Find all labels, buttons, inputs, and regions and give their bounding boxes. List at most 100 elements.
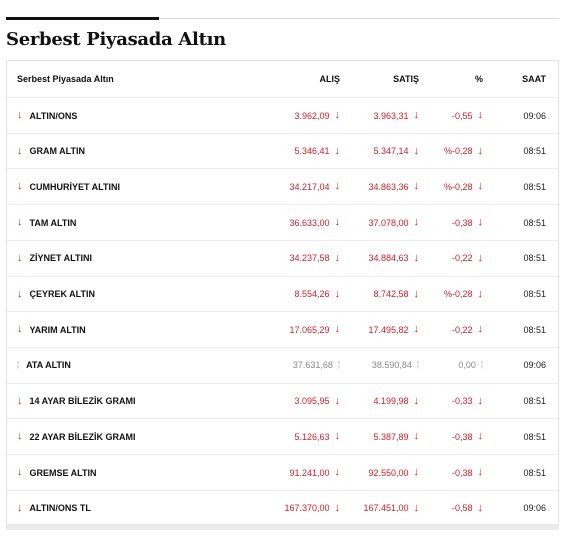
arrow-down-icon: ↓ [477,501,484,514]
arrow-down-icon: ↓ [334,144,341,157]
row-satis-cell: 5.347,14 ↓ [373,134,419,169]
row-saat-cell: 08:51 [523,384,546,419]
neutral-icon: ¦ [17,360,20,370]
row-alis: 5.346,41 [294,146,330,157]
row-saat-cell: 08:51 [523,241,546,276]
row-name[interactable]: TAM ALTIN [29,217,77,228]
table-row[interactable]: ↓ 14 AYAR BİLEZİK GRAMI 3.095,95 ↓ 4.199,98 ↓… [7,382,558,419]
table-row[interactable]: ↓ ALTIN/ONS TL 167.370,00 ↓ 167.451,00 ↓ -0,58… [7,489,558,526]
row-name-cell[interactable]: ↓ ÇEYREK ALTIN [17,277,95,312]
row-satis: 17.495,82 [368,324,409,335]
row-name[interactable]: ALTIN/ONS TL [29,503,91,514]
table-row[interactable]: ¦ ATA ALTIN 37.631,68 ¦ 38.590,84 ¦ 0,00 ¦ 09:06 [7,346,558,383]
row-pct-cell: %-0,28 ↓ [444,277,483,312]
row-pct: -0,38 [451,431,473,442]
row-name-cell[interactable]: ↓ ZİYNET ALTINI [17,241,92,276]
header-pct: % [474,74,483,84]
row-pct-cell: -0,22 ↓ [452,241,483,276]
row-name-cell[interactable]: ↓ CUMHURİYET ALTINI [17,169,120,204]
row-pct-cell: -0,33 ↓ [452,384,483,419]
table-row[interactable]: ↓ ZİYNET ALTINI 34.237,58 ↓ 34.884,63 ↓ -0,22 ↓… [7,239,558,276]
row-satis-cell: 92.550,00 ↓ [368,455,419,490]
row-name-cell[interactable]: ↓ GREMSE ALTIN [17,455,97,490]
row-name-cell[interactable]: ↓ ALTIN/ONS TL [17,491,91,526]
row-saat-cell: 08:51 [523,205,546,240]
row-name-cell[interactable]: ↓ GRAM ALTIN [17,134,85,169]
row-name-cell[interactable]: ↓ ALTIN/ONS [17,98,77,133]
table-row[interactable]: ↓ GRAM ALTIN 5.346,41 ↓ 5.347,14 ↓ %-0,28 ↓ 08:5… [7,132,558,169]
neutral-icon: ¦ [416,360,419,370]
row-name-cell[interactable]: ¦ ATA ALTIN [17,348,71,383]
row-alis: 8.554,26 [294,289,330,299]
row-satis: 5.347,14 [373,146,409,157]
row-alis: 34.237,58 [289,253,330,264]
row-alis-cell: 3.962,09 ↓ [294,98,340,133]
row-satis-cell: 167.451,00 ↓ [363,491,419,526]
row-name[interactable]: ALTIN/ONS [29,110,78,121]
arrow-down-icon: ↓ [477,144,484,157]
row-name-cell[interactable]: ↓ TAM ALTIN [17,205,76,240]
arrow-down-icon: ↓ [334,287,341,300]
row-name[interactable]: GREMSE ALTIN [29,467,97,478]
arrow-down-icon: ↓ [17,501,23,514]
row-saat-cell: 09:06 [523,98,546,133]
row-saat: 09:06 [523,110,546,121]
table-row[interactable]: ↓ YARIM ALTIN 17.065,29 ↓ 17.495,82 ↓ -0,22 ↓ 08… [7,311,558,347]
row-satis: 8.742,58 [373,289,409,299]
row-name[interactable]: YARIM ALTIN [29,324,86,335]
row-name[interactable]: 14 AYAR BİLEZİK GRAMI [29,396,136,407]
row-satis: 34.884,63 [368,253,409,264]
table-row[interactable]: ↓ 22 AYAR BİLEZİK GRAMI 5.126,63 ↓ 5.387,89 ↓… [7,418,558,454]
arrow-down-icon: ↓ [413,394,420,407]
row-saat: 08:51 [523,289,546,299]
arrow-down-icon: ↓ [413,109,420,121]
arrow-down-icon: ↓ [334,466,341,478]
arrow-down-icon: ↓ [477,323,484,336]
row-satis-cell: 37.078,00 ↓ [368,205,419,240]
row-name[interactable]: ATA ALTIN [26,360,71,371]
arrow-down-icon: ↓ [17,466,23,478]
arrow-down-icon: ↓ [413,466,420,478]
row-pct-cell: %-0,28 ↓ [444,134,483,169]
arrow-down-icon: ↓ [413,144,420,157]
table-row[interactable]: ↓ TAM ALTIN 36.633,00 ↓ 37.078,00 ↓ -0,38 ↓ 08:5… [7,204,558,240]
row-saat: 09:06 [523,360,546,371]
gold-price-table: Serbest Piyasada Altın ALIŞ SATIŞ % SAAT… [6,60,559,525]
table-row[interactable]: ↓ ÇEYREK ALTIN 8.554,26 ↓ 8.742,58 ↓ %-0,28 ↓ 08… [7,275,558,312]
table-row[interactable]: ↓ GREMSE ALTIN 91.241,00 ↓ 92.550,00 ↓ -0,38 ↓ 0… [7,454,558,490]
row-name-cell[interactable]: ↓ 14 AYAR BİLEZİK GRAMI [17,384,136,419]
row-pct: 0,00 [458,360,476,371]
row-saat: 08:51 [523,396,546,407]
row-alis: 3.095,95 [294,396,330,407]
row-name[interactable]: 22 AYAR BİLEZİK GRAMI [29,431,136,442]
row-pct: -0,38 [451,467,473,478]
header-satis: SATIŞ [393,74,419,84]
row-name[interactable]: ÇEYREK ALTIN [29,289,96,299]
page-title: Serbest Piyasada Altın [6,29,226,50]
arrow-down-icon: ↓ [17,144,23,157]
row-pct: %-0,28 [443,146,473,157]
arrow-down-icon: ↓ [17,323,23,336]
row-satis: 4.199,98 [373,396,409,407]
row-pct: %-0,28 [443,289,473,299]
row-saat-cell: 08:51 [523,169,546,204]
arrow-down-icon: ↓ [477,216,484,229]
arrow-down-icon: ↓ [334,251,341,264]
row-name[interactable]: GRAM ALTIN [29,146,86,157]
arrow-down-icon: ↓ [17,216,23,229]
arrow-down-icon: ↓ [413,430,420,443]
row-name-cell[interactable]: ↓ YARIM ALTIN [17,312,86,347]
row-alis-cell: 36.633,00 ↓ [289,205,340,240]
row-name[interactable]: CUMHURİYET ALTINI [29,181,121,192]
table-row[interactable]: ↓ ALTIN/ONS 3.962,09 ↓ 3.963,31 ↓ -0,55 ↓ 09:06 [7,97,558,133]
row-name[interactable]: ZİYNET ALTINI [29,253,93,264]
row-alis-cell: 34.237,58 ↓ [289,241,340,276]
row-alis: 36.633,00 [289,217,330,228]
arrow-down-icon: ↓ [334,501,341,514]
arrow-down-icon: ↓ [413,287,420,300]
row-satis-cell: 34.863,36 ↓ [368,169,419,204]
table-row[interactable]: ↓ CUMHURİYET ALTINI 34.217,04 ↓ 34.863,36 ↓ %-… [7,168,558,204]
row-saat-cell: 08:51 [523,134,546,169]
section-accent-rule [6,17,159,20]
row-name-cell[interactable]: ↓ 22 AYAR BİLEZİK GRAMI [17,419,136,454]
